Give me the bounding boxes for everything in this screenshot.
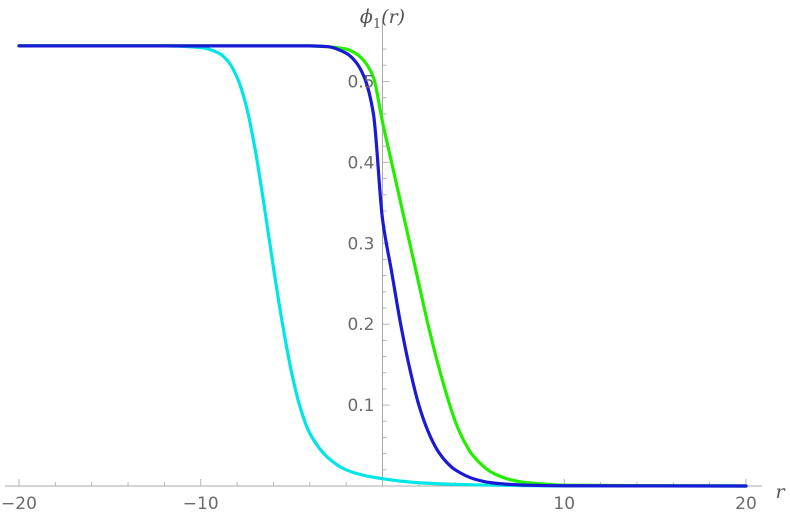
series-line-green	[17, 44, 748, 488]
y-tick-label: 0.4	[347, 153, 374, 173]
y-tick-label: 0.2	[347, 315, 374, 335]
series-line-blue	[17, 44, 748, 488]
y-tick-label: 0.3	[347, 234, 374, 254]
y-axis-title-subscript: 1	[373, 17, 381, 32]
axes	[5, 22, 762, 487]
series-layer	[17, 44, 748, 488]
y-tick-label: 0.1	[347, 396, 374, 416]
y-axis-title-symbol: ϕ	[360, 6, 373, 28]
x-tick-label: −10	[183, 494, 219, 514]
x-axis-title: r	[775, 481, 786, 503]
x-tick-label: −20	[1, 494, 37, 514]
x-tick-label: 20	[735, 494, 757, 514]
y-tick-label: 0.5	[347, 72, 374, 92]
axis-tick-labels: −20 −10 10 20 0.1 0.2 0.3 0.4 0.5	[1, 72, 757, 514]
y-axis-title-argument: (r)	[381, 6, 405, 28]
x-tick-label: 10	[553, 494, 575, 514]
series-line-cyan	[17, 44, 748, 488]
y-axis-title: ϕ1(r)	[360, 6, 405, 32]
